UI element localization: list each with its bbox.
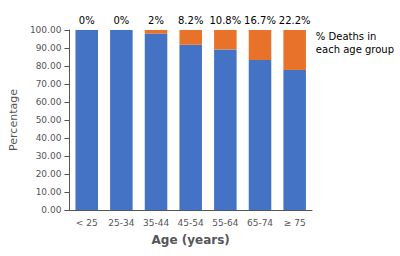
svg-text:40.00: 40.00 (36, 133, 62, 143)
svg-text:8.2%: 8.2% (178, 15, 203, 26)
svg-text:25-34: 25-34 (108, 218, 134, 228)
svg-text:each age group: each age group (316, 44, 394, 55)
svg-text:20.00: 20.00 (36, 169, 62, 179)
svg-text:65-74: 65-74 (247, 218, 273, 228)
svg-text:50.00: 50.00 (36, 115, 62, 125)
svg-text:55-64: 55-64 (212, 218, 238, 228)
svg-text:16.7%: 16.7% (244, 15, 276, 26)
svg-text:30.00: 30.00 (36, 151, 62, 161)
svg-text:100.00: 100.00 (30, 25, 62, 35)
svg-text:70.00: 70.00 (36, 79, 62, 89)
svg-text:45-54: 45-54 (178, 218, 204, 228)
svg-text:≥ 75: ≥ 75 (284, 218, 306, 228)
svg-text:10.00: 10.00 (36, 187, 62, 197)
svg-text:0%: 0% (113, 15, 129, 26)
svg-text:% Deaths in: % Deaths in (316, 31, 376, 42)
svg-text:0%: 0% (79, 15, 95, 26)
svg-text:0.00: 0.00 (41, 205, 61, 215)
svg-text:Percentage: Percentage (7, 89, 20, 151)
svg-text:35-44: 35-44 (143, 218, 169, 228)
svg-text:80.00: 80.00 (36, 61, 62, 71)
svg-text:22.2%: 22.2% (279, 15, 311, 26)
svg-text:10.8%: 10.8% (209, 15, 241, 26)
svg-text:90.00: 90.00 (36, 43, 62, 53)
svg-text:< 25: < 25 (76, 218, 98, 228)
svg-text:60.00: 60.00 (36, 97, 62, 107)
svg-text:Age (years): Age (years) (152, 233, 230, 247)
svg-text:2%: 2% (148, 15, 164, 26)
